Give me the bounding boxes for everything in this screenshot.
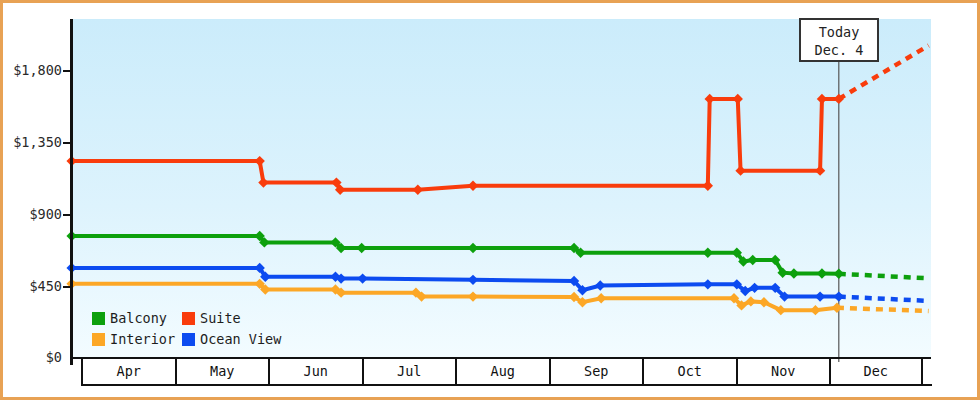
y-tick-1800 (63, 70, 71, 72)
legend-item-ocean-view: Ocean View (182, 331, 281, 347)
today-date: Dec. 4 (801, 41, 877, 59)
interior-color-swatch-icon (92, 333, 105, 346)
legend-item-interior: Interior (92, 331, 182, 347)
today-label: Today (801, 23, 877, 41)
month-cell-apr: Apr (81, 359, 175, 384)
y-axis-label-0: $0 (2, 349, 62, 365)
y-axis-label-450: $450 (2, 278, 62, 294)
chart-legend: Balcony Suite Interior Ocean View (92, 310, 281, 347)
legend-label-suite: Suite (200, 310, 241, 326)
month-cell-dec: Dec (829, 359, 923, 384)
y-tick-1350 (63, 142, 71, 144)
balcony-color-swatch-icon (92, 312, 105, 325)
y-axis-label-1800: $1,800 (2, 62, 62, 78)
legend-item-suite: Suite (182, 310, 281, 326)
month-cell-oct: Oct (642, 359, 736, 384)
month-cell-sep: Sep (549, 359, 643, 384)
month-cell-jun: Jun (268, 359, 362, 384)
ocean-view-color-swatch-icon (182, 333, 195, 346)
y-tick-450 (63, 286, 71, 288)
price-history-chart-page: { "chart_data": { "type": "line", "title… (0, 0, 980, 400)
y-axis-label-900: $900 (2, 206, 62, 222)
month-band-stub (923, 359, 933, 384)
month-boxes: Apr May Jun Jul Aug Sep Oct Nov Dec (81, 359, 932, 386)
x-axis-month-band: Apr May Jun Jul Aug Sep Oct Nov Dec (71, 357, 931, 386)
month-cell-may: May (175, 359, 269, 384)
legend-label-balcony: Balcony (110, 310, 167, 326)
y-tick-900 (63, 214, 71, 216)
y-axis-label-1350: $1,350 (2, 134, 62, 150)
legend-item-balcony: Balcony (92, 310, 182, 326)
legend-label-interior: Interior (110, 331, 175, 347)
legend-label-ocean-view: Ocean View (200, 331, 281, 347)
month-cell-aug: Aug (455, 359, 549, 384)
month-cell-nov: Nov (736, 359, 830, 384)
month-cell-jul: Jul (362, 359, 456, 384)
suite-color-swatch-icon (182, 312, 195, 325)
today-annotation-box: Today Dec. 4 (799, 18, 879, 62)
